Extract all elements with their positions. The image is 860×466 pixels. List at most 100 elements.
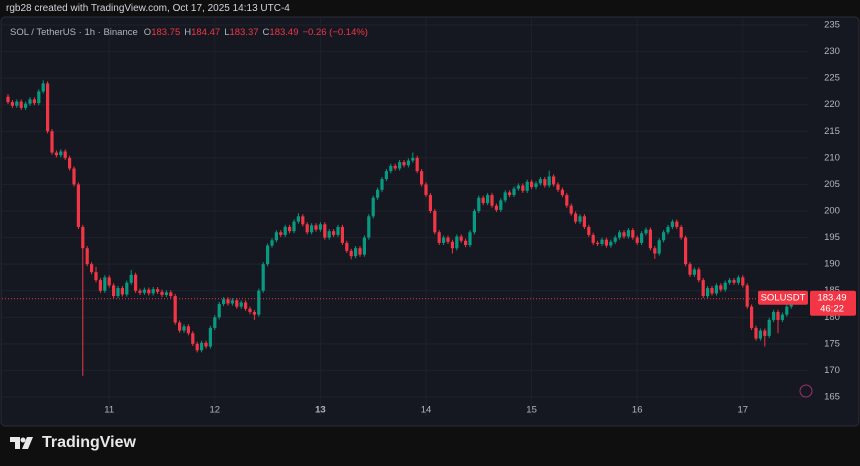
candle-body [15,101,19,106]
chart: 165 170 175 180 185 190 195 200 205 210 215 220 225 2… [0,16,860,427]
candle-body [728,280,732,283]
candle-body [719,285,723,290]
candle-body [538,179,542,184]
candle-body [314,225,318,230]
candle-body [525,181,529,191]
candle-body [354,248,358,257]
countdown: 46:22 [820,303,844,314]
candle-body [116,288,120,297]
candle-body [76,184,80,227]
candle-body [402,162,406,166]
candle-body [318,224,322,230]
candle-body [486,195,490,204]
candle-body [59,151,63,156]
symbol: SOL / TetherUS · 1h · Binance [10,27,138,38]
candle-body [213,317,217,328]
candle-body [490,195,494,206]
x-tick-label: 15 [526,405,537,416]
candle-body [186,326,190,334]
candle-body [499,200,503,210]
candle-body [631,230,635,238]
candle-body [129,274,133,283]
candle-body [464,240,468,246]
y-tick-label: 190 [824,259,840,270]
candle-body [503,192,507,201]
candle-body [754,327,758,339]
candle-body [714,285,718,294]
candle-body [582,216,586,227]
candle-body [569,205,573,214]
candle-body [587,226,591,235]
candle-body [90,264,94,273]
candle-body [362,237,366,255]
candle-body [662,232,666,241]
candle-body [160,291,164,295]
candle-body [644,229,648,234]
candle-body [279,232,283,235]
y-tick-label: 170 [824,365,840,376]
candle-body [411,157,415,161]
candle-body [327,231,331,238]
candle-body [428,195,432,211]
ohlc-label: C [263,27,270,38]
candle-body [640,233,644,243]
candle-body [195,343,199,351]
candle-body [604,239,608,246]
candle-body [424,184,428,196]
candle-body [310,225,314,233]
y-tick-label: 225 [824,73,840,84]
y-tick-label: 180 [824,312,840,323]
brand-logo [10,437,33,449]
candle-body [481,197,485,204]
candle-body [758,330,762,339]
candle-body [288,226,292,232]
y-tick-label: 205 [824,179,840,190]
candle-body [692,269,696,275]
ohlc-label: O [144,27,151,38]
y-tick-label: 235 [824,20,840,31]
candle-body [578,216,582,222]
candle-body [28,99,32,104]
candle-body [459,236,463,241]
price-tag-bg [758,290,808,305]
candle-body [301,216,305,225]
candle-body [543,179,547,186]
candle-body [710,288,714,294]
candle-body [32,99,36,104]
candle-body [270,240,274,246]
y-tick-label: 220 [824,99,840,110]
candle-body [125,282,129,295]
candle-body [384,171,388,180]
candle-body [741,277,745,286]
candle-body [512,188,516,196]
price-label-bg [810,290,856,316]
ohlc-value: 183.75 [151,27,180,38]
candle-body [530,181,534,188]
candle-body [292,221,296,232]
candle-body [437,232,441,243]
candle-body [37,91,41,104]
candle-body [248,308,252,312]
candle-body [283,226,287,235]
candle-body [745,285,749,307]
candle-body [446,237,450,242]
candle-body [613,237,617,242]
legend: SOL / TetherUS · 1h · Binance O183.75 H184… [10,27,368,38]
candle-body [600,239,604,244]
price-label: 183.49 [817,292,846,303]
candle-body [477,197,481,211]
candle-body [138,290,142,293]
candle-body [173,296,177,323]
ohlc-value: 183.49 [269,27,298,38]
candle-body [433,211,437,233]
candle-body [261,264,265,291]
candle-body [736,277,740,283]
candle-body [763,330,767,336]
candle-body [6,96,10,103]
price-tag-symbol: SOLUSDT [761,292,806,303]
candle-body [371,197,375,217]
change: −0.26 (−0.14%) [302,27,368,38]
candle-body [340,226,344,243]
icon [799,384,813,398]
